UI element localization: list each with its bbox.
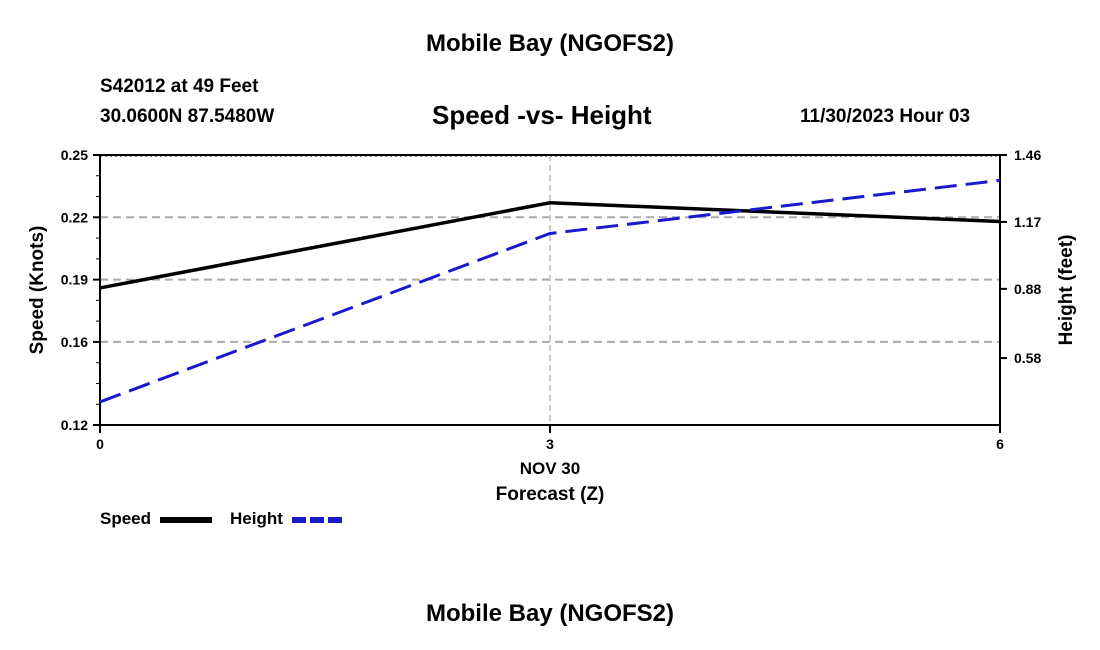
y-axis-title-right: Height (feet): [1056, 235, 1077, 346]
chart-title-top: Mobile Bay (NGOFS2): [425, 30, 675, 57]
x-tick-label: 6: [996, 436, 1004, 452]
x-tick-label: 0: [96, 436, 104, 452]
y-tick-label: 0.25: [61, 147, 88, 163]
y2-tick-label: 0.88: [1014, 281, 1041, 297]
series-line-speed: [99, 201, 1001, 290]
y-axis-title-left: Speed (Knots): [27, 226, 48, 355]
chart-subtitle: Speed -vs- Height: [432, 100, 652, 130]
coordinates-label: 30.0600N 87.5480W: [100, 106, 275, 127]
y2-tick-label: 0.58: [1014, 350, 1041, 366]
series-line-height: [99, 178, 1001, 404]
x-axis-title: Forecast (Z): [496, 484, 605, 505]
y2-tick-label: 1.17: [1014, 214, 1041, 230]
forecast-datetime: 11/30/2023 Hour 03: [800, 106, 971, 127]
y2-tick-label: 1.46: [1014, 147, 1041, 163]
y-tick-label: 0.22: [61, 209, 88, 225]
x-axis-date-label: NOV 30: [520, 459, 580, 478]
y-tick-label: 0.19: [61, 272, 88, 288]
legend-label-speed: Speed: [100, 509, 152, 528]
y-tick-label: 0.12: [61, 417, 88, 433]
x-tick-label: 3: [546, 436, 554, 452]
chart-title-bottom: Mobile Bay (NGOFS2): [425, 600, 675, 627]
y-tick-label: 0.16: [61, 334, 88, 350]
legend-label-height: Height: [230, 509, 283, 528]
station-label: S42012 at 49 Feet: [100, 76, 259, 97]
